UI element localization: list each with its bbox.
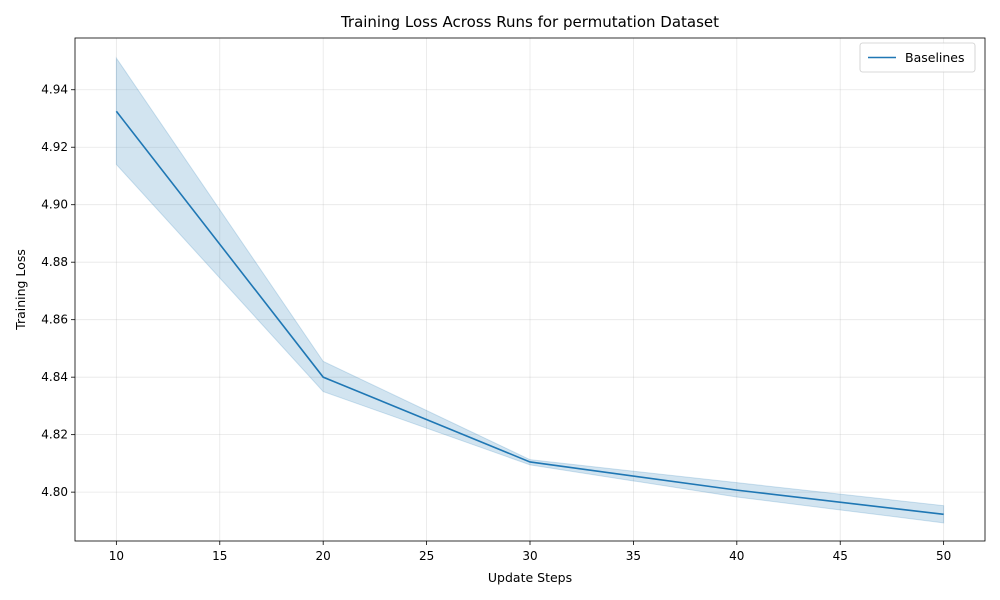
y-axis-ticks: 4.80 4.82 4.84 4.86 4.88 4.90 4.92 4.94	[41, 83, 75, 499]
series-lines	[115, 110, 944, 516]
x-tick-label: 30	[522, 549, 537, 563]
x-tick-label: 40	[729, 549, 744, 563]
confidence-band	[115, 56, 945, 524]
legend-label: Baselines	[905, 50, 965, 65]
x-tick-label: 20	[316, 549, 331, 563]
y-axis-label: Training Loss	[13, 249, 28, 331]
x-tick-label: 25	[419, 549, 434, 563]
x-axis-label: Update Steps	[488, 570, 572, 585]
y-tick-label: 4.88	[41, 255, 68, 269]
y-tick-label: 4.90	[41, 198, 68, 212]
y-tick-label: 4.94	[41, 83, 68, 97]
y-tick-label: 4.92	[41, 140, 68, 154]
x-tick-label: 15	[212, 549, 227, 563]
confidence-bands	[115, 56, 945, 524]
x-tick-label: 45	[833, 549, 848, 563]
y-tick-label: 4.82	[41, 428, 68, 442]
chart-title: Training Loss Across Runs for permutatio…	[340, 13, 719, 31]
y-tick-label: 4.86	[41, 313, 68, 327]
legend-box	[859, 42, 976, 73]
series-line	[115, 110, 944, 516]
x-tick-label: 50	[936, 549, 951, 563]
grid-lines	[75, 38, 985, 541]
x-tick-label: 10	[109, 549, 124, 563]
y-tick-label: 4.84	[41, 370, 68, 384]
y-tick-label: 4.80	[41, 485, 68, 499]
legend: Baselines	[859, 42, 976, 73]
x-axis-ticks: 10 15 20 25 30 35 40 45 50	[109, 541, 951, 563]
x-tick-label: 35	[626, 549, 641, 563]
